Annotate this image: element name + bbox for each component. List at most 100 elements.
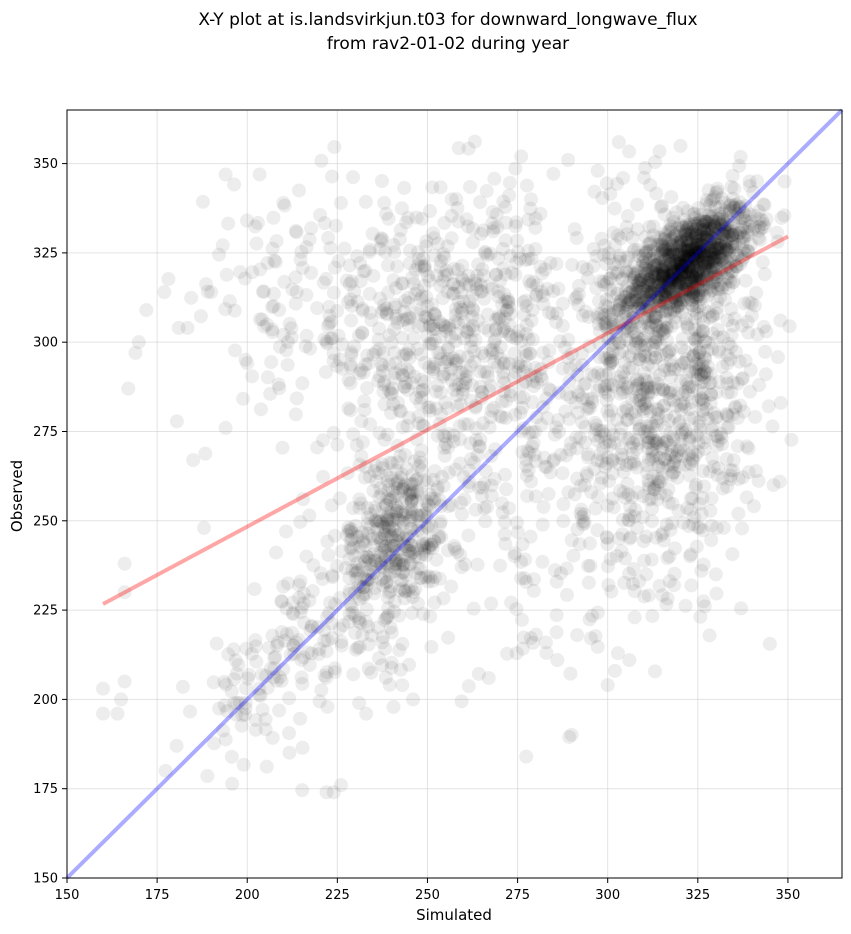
scatter-point — [657, 281, 672, 296]
x-tick-label: 200 — [235, 888, 260, 903]
scatter-point — [690, 234, 705, 249]
scatter-point — [383, 493, 398, 508]
scatter-point — [689, 229, 704, 244]
scatter-point — [327, 139, 342, 154]
scatter-point — [619, 298, 634, 313]
scatter-point — [622, 285, 637, 300]
scatter-point — [708, 242, 723, 257]
scatter-point — [628, 268, 643, 283]
scatter-point — [712, 249, 727, 264]
scatter-point — [647, 254, 662, 269]
scatter-point — [675, 262, 690, 277]
scatter-point — [326, 285, 341, 300]
scatter-point — [709, 269, 724, 284]
scatter-point — [686, 242, 701, 257]
scatter-point — [679, 281, 694, 296]
scatter-point — [696, 246, 711, 261]
scatter-point — [580, 402, 595, 417]
scatter-point — [678, 253, 693, 268]
scatter-point — [697, 247, 712, 262]
scatter-point — [649, 290, 664, 305]
scatter-point — [682, 260, 697, 275]
scatter-point — [641, 294, 656, 309]
scatter-point — [735, 219, 750, 234]
scatter-point — [635, 296, 650, 311]
scatter-point — [685, 231, 700, 246]
scatter-point — [302, 232, 317, 247]
scatter-point — [682, 275, 697, 290]
scatter-point — [650, 267, 665, 282]
scatter-point — [193, 309, 208, 324]
scatter-point — [633, 279, 648, 294]
scatter-point — [685, 224, 700, 239]
scatter-point — [705, 326, 720, 341]
scatter-point — [457, 492, 472, 507]
scatter-point — [713, 251, 728, 266]
scatter-point — [681, 282, 696, 297]
scatter-point — [653, 251, 668, 266]
scatter-point — [686, 251, 701, 266]
scatter-point — [674, 255, 689, 270]
scatter-point — [325, 169, 340, 184]
scatter-point — [520, 444, 535, 459]
scatter-point — [710, 294, 725, 309]
scatter-point — [638, 251, 653, 266]
scatter-point — [723, 261, 738, 276]
scatter-point — [402, 657, 417, 672]
scatter-point — [686, 256, 701, 271]
scatter-point — [693, 249, 708, 264]
scatter-point — [682, 247, 697, 262]
scatter-point — [683, 237, 698, 252]
scatter-point — [728, 197, 743, 212]
scatter-point — [568, 291, 583, 306]
scatter-point — [96, 681, 111, 696]
scatter-point — [665, 233, 680, 248]
scatter-point — [681, 250, 696, 265]
scatter-point — [392, 643, 407, 658]
scatter-point — [712, 215, 727, 230]
scatter-point — [637, 553, 652, 568]
scatter-point — [736, 243, 751, 258]
scatter-point — [525, 635, 540, 650]
scatter-point — [652, 277, 667, 292]
scatter-point — [701, 243, 716, 258]
scatter-point — [645, 277, 660, 292]
chart-title-line1: X-Y plot at is.landsvirkjun.t03 for down… — [198, 10, 697, 30]
scatter-point — [660, 266, 675, 281]
scatter-point — [701, 253, 716, 268]
y-tick-label: 250 — [33, 514, 58, 529]
scatter-point — [725, 275, 740, 290]
scatter-point — [699, 276, 714, 291]
scatter-point — [669, 228, 684, 243]
scatter-point — [599, 318, 614, 333]
scatter-point — [648, 530, 663, 545]
scatter-point — [746, 499, 761, 514]
scatter-point — [698, 256, 713, 271]
scatter-point — [680, 243, 695, 258]
scatter-point — [686, 260, 701, 275]
scatter-point — [705, 211, 720, 226]
scatter-point — [707, 267, 722, 282]
scatter-point — [461, 679, 476, 694]
scatter-point — [691, 201, 706, 216]
scatter-point — [667, 271, 682, 286]
scatter-point — [182, 704, 197, 719]
scatter-point — [669, 271, 684, 286]
scatter-point — [710, 281, 725, 296]
scatter-point — [658, 258, 673, 273]
scatter-point — [707, 219, 722, 234]
scatter-point — [249, 236, 264, 251]
scatter-point — [139, 303, 154, 318]
scatter-point — [627, 610, 642, 625]
scatter-point — [672, 276, 687, 291]
scatter-point — [665, 515, 680, 530]
scatter-point — [728, 258, 743, 273]
scatter-point — [704, 261, 719, 276]
scatter-point — [620, 476, 635, 491]
scatter-point — [658, 243, 673, 258]
scatter-point — [725, 191, 740, 206]
scatter-point — [355, 326, 370, 341]
scatter-point — [661, 288, 676, 303]
scatter-point — [519, 178, 534, 193]
scatter-point — [683, 242, 698, 257]
